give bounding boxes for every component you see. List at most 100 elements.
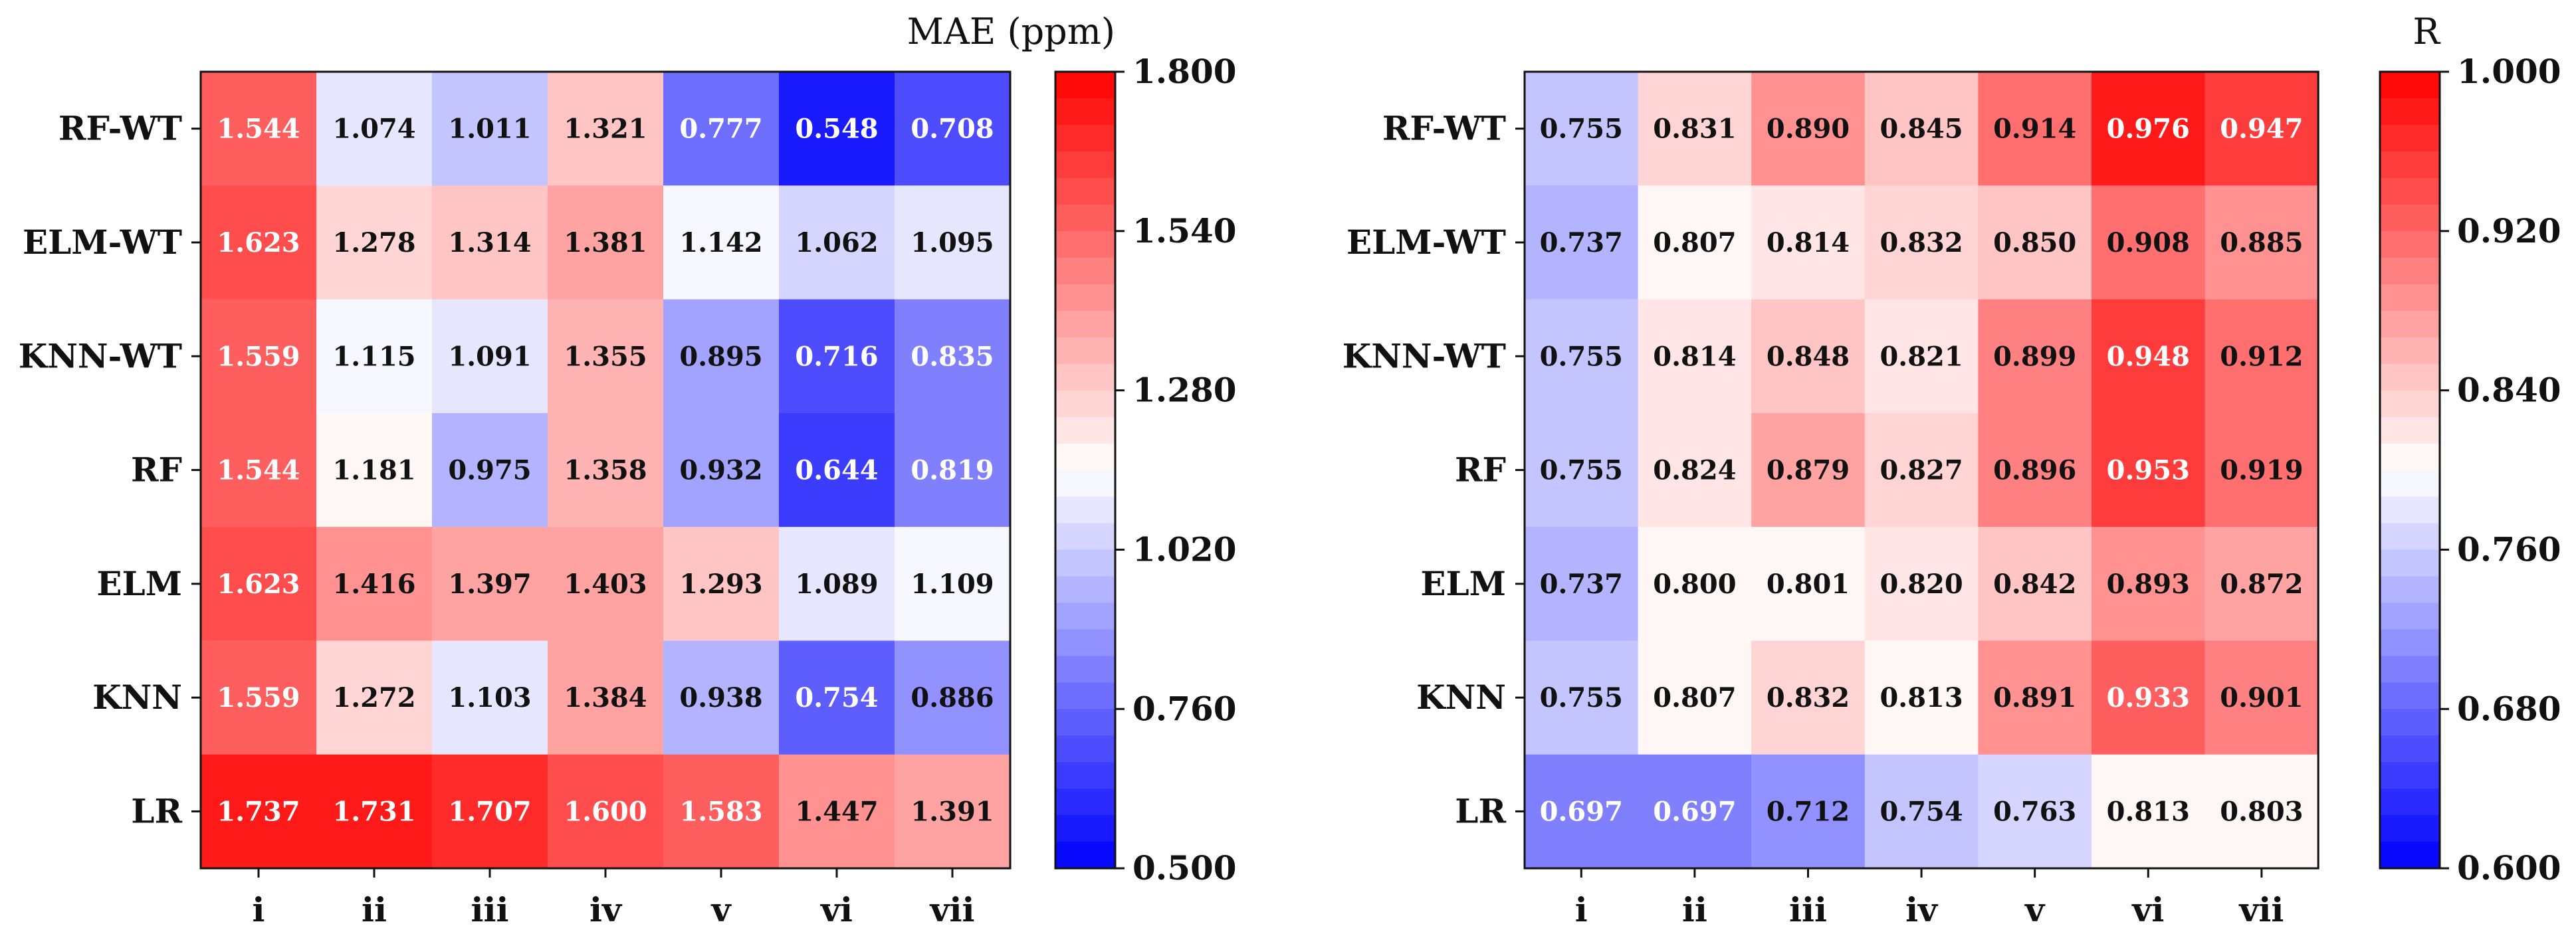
cell-value-label: 0.845: [1879, 114, 1963, 145]
cell-value-label: 0.953: [2107, 455, 2190, 486]
heatmap-cell: [316, 527, 433, 642]
colorbar-band: [2380, 310, 2440, 338]
cell-value-label: 0.755: [1540, 455, 1623, 486]
cell-value-label: 0.777: [679, 114, 762, 145]
cell-value-label: 0.821: [1879, 341, 1963, 372]
heatmap-cell: [1525, 299, 1639, 414]
heatmap-cell: [201, 72, 317, 186]
cell-value-label: 0.835: [911, 341, 994, 372]
heatmap-cell: [1864, 72, 1979, 186]
heatmap-cell: [1638, 754, 1752, 869]
cell-value-label: 1.314: [448, 227, 531, 258]
cell-value-label: 0.814: [1767, 227, 1850, 258]
colorbar-tick-label: 0.760: [2457, 529, 2561, 569]
colorbar-band: [2380, 72, 2440, 99]
heatmap-cell: [1525, 640, 1639, 755]
row-label: KNN-WT: [19, 336, 182, 375]
cell-value-label: 0.716: [795, 341, 878, 372]
cell-value-label: 0.893: [2107, 569, 2190, 600]
row-label: ELM-WT: [1346, 223, 1506, 262]
heatmap-r: 0.755 0.831 0.890 0.845 0.914 0.976 0.947 0.737…: [1342, 11, 2561, 929]
colorbar-title: R: [2413, 11, 2440, 52]
colorbar-band: [1055, 549, 1115, 577]
colorbar-band: [1055, 284, 1115, 312]
cell-value-label: 1.181: [332, 455, 415, 486]
heatmap-cell: [1978, 527, 2092, 642]
colorbar-band: [1055, 470, 1115, 498]
heatmap-cell: [1638, 527, 1752, 642]
heatmap-cell: [548, 299, 664, 414]
colorbar-frame: [1054, 70, 1117, 870]
heatmap-cell: [1525, 72, 1639, 186]
cell-value-label: 0.814: [1653, 341, 1736, 372]
cell-value-label: 0.886: [911, 682, 994, 713]
colorbar-band: [2380, 709, 2440, 736]
cell-value-label: 0.890: [1767, 114, 1850, 145]
heatmap-cell: [201, 413, 317, 527]
heatmap-cell: [1978, 299, 2092, 414]
heatmap-cell: [548, 413, 664, 527]
cell-value-label: 0.912: [2220, 341, 2303, 372]
cell-value-label: 0.919: [2220, 455, 2303, 486]
cell-value-label: 1.355: [564, 341, 647, 372]
cell-value-label: 0.872: [2220, 569, 2303, 600]
colorbar-band: [2380, 576, 2440, 603]
row-label: ELM: [96, 564, 182, 603]
heatmap-cell: [1978, 72, 2092, 186]
cell-value-label: 0.712: [1767, 796, 1850, 827]
heatmap-cell: [2092, 640, 2206, 755]
colorbar-title: MAE (ppm): [907, 11, 1115, 52]
colorbar-band: [1055, 337, 1115, 365]
cell-value-label: 0.813: [2107, 796, 2190, 827]
cell-value-label: 0.831: [1653, 114, 1736, 145]
heatmap-cell: [895, 413, 1011, 527]
cell-value-label: 0.737: [1540, 227, 1623, 258]
colorbar-band: [1055, 390, 1115, 418]
heatmap-cell: [663, 185, 780, 300]
column-label: iv: [1905, 890, 1939, 929]
colorbar-band: [1055, 72, 1115, 99]
column-label: v: [2024, 890, 2046, 929]
heatmap-cell: [1638, 640, 1752, 755]
colorbar-band: [2380, 682, 2440, 709]
cell-value-label: 0.901: [2220, 682, 2303, 713]
cell-value-label: 0.737: [1540, 569, 1623, 600]
cell-value-label: 0.895: [679, 341, 762, 372]
colorbar-band: [1055, 204, 1115, 232]
heatmap-cell: [2092, 299, 2206, 414]
colorbar-band: [1055, 789, 1115, 816]
row-label: ELM: [1420, 564, 1506, 603]
cell-value-label: 0.976: [2107, 114, 2190, 145]
column-label: iii: [471, 890, 509, 929]
colorbar-band: [2380, 98, 2440, 126]
row-label: RF: [131, 450, 182, 490]
heatmap-cell: [548, 185, 664, 300]
cell-value-label: 1.089: [795, 569, 878, 600]
cell-value-label: 0.697: [1653, 796, 1736, 827]
heatmap-cell: [663, 299, 780, 414]
colorbar-band: [2380, 762, 2440, 789]
cell-value-label: 0.885: [2220, 227, 2303, 258]
column-label: i: [1575, 890, 1588, 929]
row-label: LR: [1455, 791, 1506, 830]
heatmap-cell: [1978, 185, 2092, 300]
heatmap-cell: [1864, 299, 1979, 414]
colorbar-tick-label: 0.920: [2457, 211, 2561, 250]
heatmap-cell: [779, 299, 895, 414]
cell-value-label: 0.754: [1879, 796, 1963, 827]
heatmap-cell: [316, 413, 433, 527]
cell-value-label: 1.623: [217, 227, 300, 258]
heatmap-cell: [316, 640, 433, 755]
colorbar-band: [1055, 815, 1115, 842]
heatmap-cell: [201, 299, 317, 414]
cell-value-label: 0.948: [2107, 341, 2190, 372]
cell-value-label: 0.848: [1767, 341, 1850, 372]
cell-value-label: 1.583: [679, 796, 762, 827]
heatmap-cell: [895, 299, 1011, 414]
colorbar-band: [2380, 337, 2440, 365]
heatmap-cell: [1864, 413, 1979, 527]
cell-value-label: 0.891: [1993, 682, 2076, 713]
cell-value-label: 1.544: [217, 114, 300, 145]
cell-value-label: 1.142: [679, 227, 762, 258]
heatmap-cell: [2092, 72, 2206, 186]
